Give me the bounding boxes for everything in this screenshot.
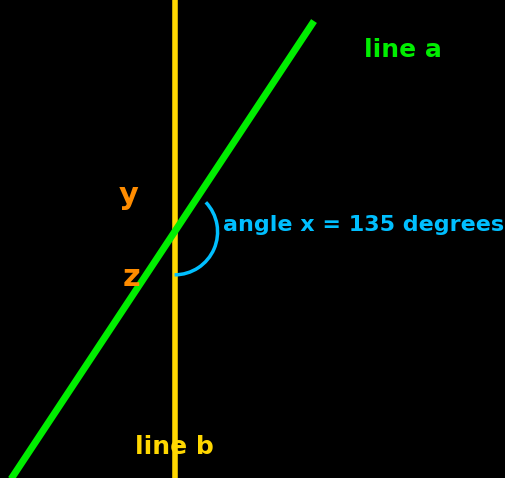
Text: angle x = 135 degrees: angle x = 135 degrees	[222, 215, 503, 235]
Text: line b: line b	[135, 435, 214, 459]
Text: z: z	[122, 263, 140, 292]
Text: line a: line a	[364, 38, 441, 62]
Text: y: y	[119, 182, 139, 210]
